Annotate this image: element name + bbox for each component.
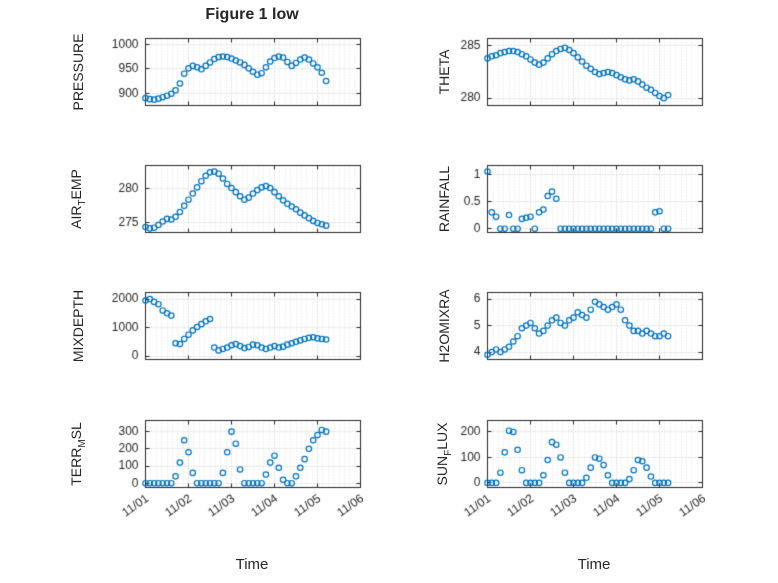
subplot-terr-msl: TERRMSL [68, 414, 363, 539]
plot-canvas-sun-flux [435, 414, 705, 539]
plot-canvas-terr-msl [93, 414, 363, 539]
xlabel-time-right: Time [577, 556, 611, 573]
subplot-theta: THETA [435, 32, 705, 157]
ylabel-air-temp: AIRTEMP [68, 169, 88, 229]
subplot-mixdepth: MIXDEPTH [70, 286, 363, 411]
subplot-rainfall: RAINFALL [435, 159, 705, 284]
plot-canvas-h2omixra [435, 286, 705, 411]
ylabel-mixdepth: MIXDEPTH [70, 289, 86, 363]
subplot-pressure: PRESSURE [70, 32, 363, 157]
plot-canvas-rainfall [435, 159, 705, 284]
plot-canvas-theta [435, 32, 705, 157]
subplot-air-temp: AIRTEMP [68, 159, 363, 284]
xlabel-time-left: Time [235, 556, 269, 573]
subplot-sun-flux: SUNFLUX [434, 414, 705, 539]
plot-canvas-mixdepth [93, 286, 363, 411]
subplot-h2omixra: H2OMIXRA [435, 286, 705, 411]
plot-canvas-pressure [93, 32, 363, 157]
ylabel-pressure: PRESSURE [70, 33, 86, 111]
plot-canvas-air-temp [93, 159, 363, 284]
figure-title: Figure 1 low [205, 6, 299, 23]
ylabel-terr-msl: TERRMSL [68, 422, 88, 486]
